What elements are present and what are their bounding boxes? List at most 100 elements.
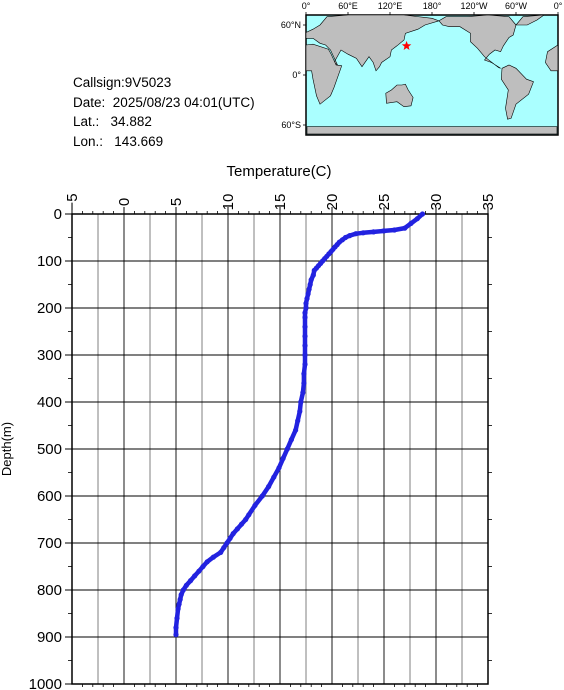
x-ticks: −5 0 5 10 15 20 25 30 35 [64,193,497,687]
y-tick-label: 600 [37,488,62,505]
date-line: Date: 2025/08/23 04:01(UTC) [73,93,255,113]
series-point [308,277,314,283]
series-point [295,418,301,424]
series-point [288,437,294,443]
y-tick-label: 700 [37,535,62,552]
series-point [176,601,182,607]
lon-value: 143.669 [114,133,164,149]
series-point [414,216,420,222]
lat-value: 34.882 [110,114,152,129]
x-tick-label: 15 [272,194,289,211]
lat-line: Lat.: 34.882 [73,112,255,132]
world-map: 0° 60°E 120°E 180° 120°W 60°W 0°60°N0°60°S [281,1,563,136]
map-lat-label: 0° [292,70,301,80]
series-point [419,211,426,217]
y-tick-label: 900 [37,629,62,646]
y-tick-label: 800 [37,582,62,599]
y-ticks: 0 100 200 300 400 500 600 700 800 900 1000 [29,206,492,690]
series-point [381,228,387,234]
y-tick-label: 300 [37,347,62,364]
y-tick-label: 1000 [29,676,62,690]
series-point [221,545,227,551]
series-point [230,531,236,537]
series-point [284,446,290,452]
series-point [304,296,310,302]
map-lon-label: 120°W [460,1,488,11]
station-marker-icon [401,40,412,50]
y-tick-label: 0 [54,206,62,223]
x-tick-label: 5 [168,198,185,206]
series-point [307,281,313,288]
temperature-series [173,211,426,638]
series-point [402,225,408,231]
x-tick-label: 25 [376,194,393,211]
series-point [204,559,210,565]
series-point [200,563,206,570]
series-point [183,582,189,588]
land-north-america [438,14,517,69]
map-land [305,14,559,135]
series-point [302,324,308,330]
series-point [297,408,303,414]
series-point [266,484,272,490]
series-point [305,291,311,297]
series-point [175,606,181,612]
series-point [173,625,179,631]
series-point [234,526,240,532]
x-tick-label: 35 [480,194,497,211]
series-point [302,310,308,316]
map-lat-label: 60°S [281,120,301,130]
series-point [301,380,307,386]
temperature-profile-chart: −5 0 5 10 15 20 25 30 35 01002003004005006007008… [0,163,497,690]
series-point [276,465,282,471]
series-point [246,512,252,518]
series-point [360,230,366,236]
series-point [298,399,304,405]
series-point [243,516,249,523]
series-line [173,211,425,637]
series-point [280,455,286,461]
series-point [371,229,377,235]
y-axis-label: Depth(m) [0,422,14,476]
map-lon-label: 0° [302,1,311,11]
series-point [310,272,316,278]
series-point [192,573,198,579]
map-lat-label: 60°N [281,20,301,30]
x-tick-label: 0 [116,198,133,206]
map-lon-label: 60°E [338,1,358,11]
series-point [303,305,309,311]
series-point [177,596,183,603]
series-point [196,568,202,574]
series-point [408,220,414,226]
lon-line: Lon.: 143.669 [73,132,255,152]
land-africa [305,43,343,105]
series-point [210,554,216,560]
x-tick-label: 30 [428,194,445,211]
series-point [311,267,317,273]
series-point [188,578,194,584]
series-point [174,615,180,621]
map-lon-label: 180° [423,1,442,11]
map-lon-label: 120°E [378,1,403,11]
series-point [302,333,308,339]
series-point [347,233,353,239]
map-ticks: 0° 60°E 120°E 180° 120°W 60°W 0°60°N0°60°S [281,1,563,130]
date-label: Date: [73,94,106,110]
x-axis-label: Temperature(C) [226,163,331,180]
series-point [301,371,307,377]
map-lon-label: 0° [554,1,563,11]
y-tick-label: 100 [37,253,62,270]
chart-grid [71,213,489,685]
series-point [218,549,224,556]
x-tick-label: 10 [220,194,237,211]
y-tick-label: 500 [37,441,62,458]
series-point [178,592,184,598]
series-point [303,300,309,306]
land-west-africa [545,44,559,72]
series-point [238,521,245,527]
series-point [302,343,308,349]
land-antarctica [306,126,558,135]
land-greenland [515,14,546,26]
y-tick-label: 400 [37,394,62,411]
